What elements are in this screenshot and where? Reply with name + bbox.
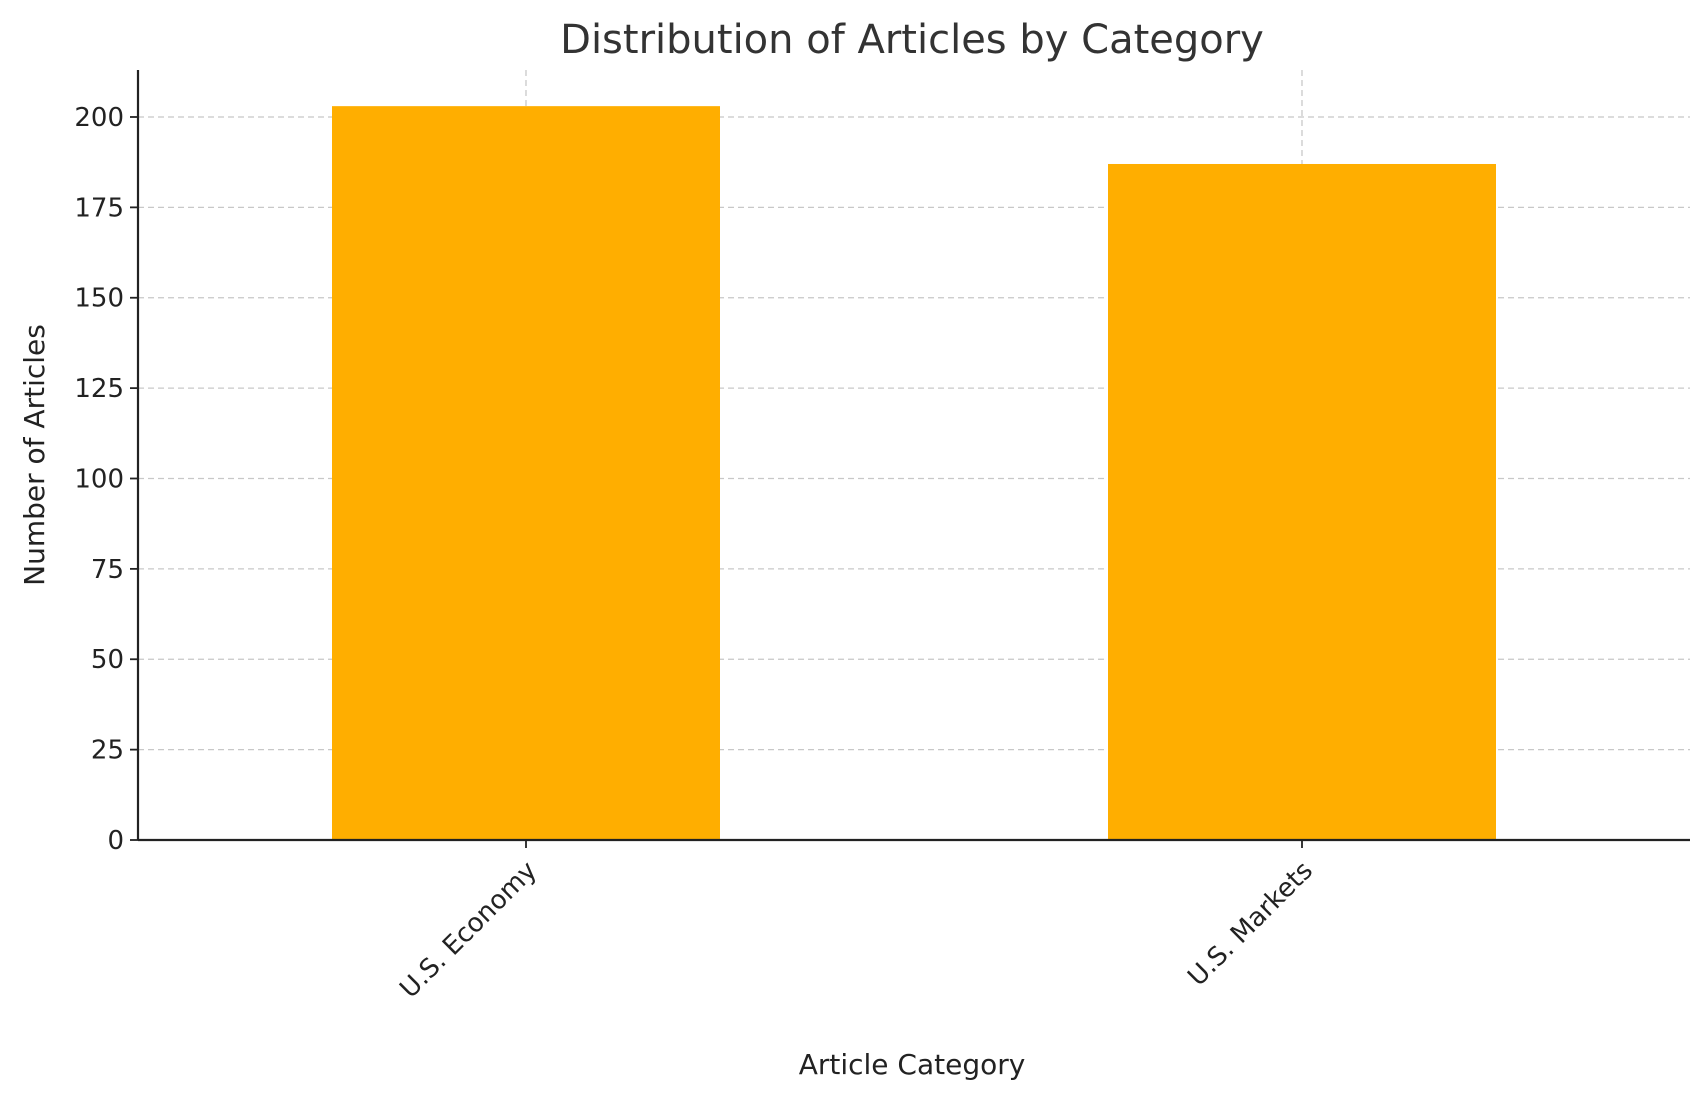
y-tick-label: 125 — [74, 374, 124, 404]
bar — [332, 106, 720, 840]
bars — [332, 106, 1496, 841]
x-tick-label: U.S. Markets — [1182, 856, 1319, 993]
x-tick-label: U.S. Economy — [394, 856, 543, 1005]
chart-title: Distribution of Articles by Category — [560, 17, 1264, 63]
x-ticks: U.S. Economy U.S. Markets — [394, 840, 1319, 1004]
y-tick-label: 200 — [74, 103, 124, 133]
y-tick-label: 0 — [107, 826, 124, 856]
axes — [136, 70, 1690, 842]
bar — [1108, 163, 1496, 841]
x-axis-label: Article Category — [799, 1048, 1026, 1081]
y-ticks: 0 25 50 75 100 125 150 175 200 — [74, 103, 138, 856]
y-tick-label: 150 — [74, 284, 124, 314]
y-tick-label: 75 — [91, 555, 124, 585]
y-tick-label: 25 — [91, 736, 124, 766]
y-axis-label: Number of Articles — [18, 324, 51, 586]
y-tick-label: 100 — [74, 464, 124, 494]
y-tick-label: 50 — [91, 645, 124, 675]
y-tick-label: 175 — [74, 193, 124, 223]
